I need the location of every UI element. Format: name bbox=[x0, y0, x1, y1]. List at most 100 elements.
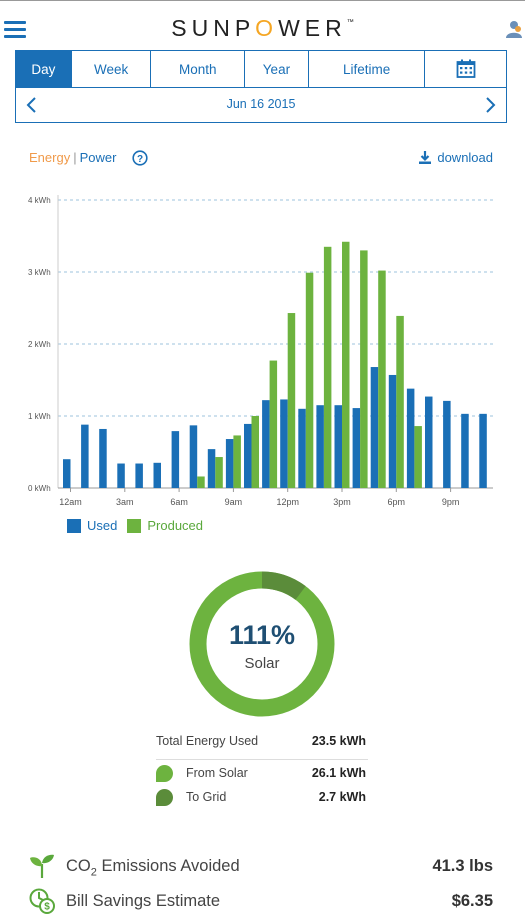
bar-used bbox=[461, 413, 469, 488]
y-tick-label: 0 kWh bbox=[28, 484, 51, 493]
y-tick-label: 2 kWh bbox=[28, 340, 51, 349]
calendar-icon bbox=[456, 59, 476, 78]
bar-produced bbox=[323, 246, 332, 488]
tab-calendar[interactable] bbox=[425, 51, 506, 87]
svg-text:?: ? bbox=[137, 154, 143, 165]
co2-stat: CO2 Emissions Avoided 41.3 lbs bbox=[29, 853, 495, 881]
tab-day[interactable]: Day bbox=[16, 51, 72, 87]
bar-produced bbox=[414, 426, 422, 488]
bar-used bbox=[280, 399, 288, 488]
x-tick-label: 12am bbox=[59, 497, 82, 507]
legend-produced-label: Produced bbox=[147, 518, 204, 533]
download-button[interactable]: download bbox=[419, 150, 493, 165]
svg-text:$: $ bbox=[44, 902, 50, 913]
summary-total-row: Total Energy Used 23.5 kWh bbox=[156, 730, 368, 760]
bar-produced bbox=[251, 416, 259, 488]
bar-used bbox=[81, 424, 89, 488]
leaf-icon-grid bbox=[156, 789, 173, 806]
bar-used bbox=[225, 439, 234, 488]
bar-used bbox=[189, 425, 198, 488]
bar-produced bbox=[342, 241, 350, 488]
x-tick-label: 12pm bbox=[276, 497, 299, 507]
donut-label: 111% Solar bbox=[188, 570, 336, 718]
bar-used bbox=[388, 374, 397, 488]
bill-savings-stat: $ Bill Savings Estimate $6.35 bbox=[29, 888, 495, 916]
bar-used bbox=[298, 408, 306, 488]
bar-used bbox=[352, 408, 361, 488]
bar-used bbox=[262, 400, 270, 488]
bar-produced bbox=[360, 250, 368, 488]
bar-used bbox=[316, 405, 324, 488]
bar-produced bbox=[378, 270, 386, 488]
bar-used bbox=[479, 413, 487, 488]
energy-option[interactable]: Energy bbox=[29, 150, 71, 165]
total-energy-label: Total Energy Used bbox=[156, 734, 259, 748]
x-tick-label: 3am bbox=[116, 497, 134, 507]
hamburger-icon[interactable] bbox=[4, 21, 26, 39]
leaf-icon-solar bbox=[156, 765, 173, 782]
y-tick-label: 1 kWh bbox=[28, 412, 51, 421]
x-tick-label: 9pm bbox=[442, 497, 460, 507]
legend-used: Used bbox=[67, 518, 117, 533]
savings-icon: $ bbox=[29, 888, 55, 914]
energy-summary: Total Energy Used 23.5 kWh From Solar 26… bbox=[156, 730, 368, 810]
bar-used bbox=[63, 459, 71, 488]
download-label: download bbox=[437, 150, 493, 165]
bar-produced bbox=[233, 435, 241, 488]
to-grid-value: 2.7 kWh bbox=[318, 790, 366, 804]
chevron-right-icon[interactable] bbox=[480, 95, 500, 115]
solar-donut bbox=[189, 571, 335, 717]
help-icon[interactable]: ? bbox=[132, 150, 148, 166]
bar-used bbox=[406, 388, 415, 488]
from-solar-label: From Solar bbox=[186, 766, 248, 780]
bill-savings-value: $6.35 bbox=[451, 892, 493, 910]
download-icon bbox=[419, 151, 432, 164]
y-tick-label: 4 kWh bbox=[28, 196, 51, 205]
bar-used bbox=[244, 423, 252, 488]
x-tick-label: 9am bbox=[225, 497, 243, 507]
solar-percent: 111% bbox=[228, 620, 296, 650]
legend-used-label: Used bbox=[87, 518, 118, 533]
summary-grid-row: To Grid 2.7 kWh bbox=[156, 786, 368, 810]
tab-month[interactable]: Month bbox=[151, 51, 246, 87]
to-grid-label: To Grid bbox=[186, 790, 227, 804]
power-option[interactable]: Power bbox=[79, 150, 117, 165]
x-tick-label: 6am bbox=[170, 497, 188, 507]
legend-produced: Produced bbox=[127, 518, 203, 533]
bill-savings-label: Bill Savings Estimate bbox=[66, 892, 221, 910]
summary-solar-row: From Solar 26.1 kWh bbox=[156, 762, 368, 786]
user-icon[interactable] bbox=[505, 19, 523, 39]
brand-logo: SUNPOWER™ bbox=[171, 15, 354, 41]
bar-produced bbox=[396, 315, 404, 488]
bar-produced bbox=[269, 360, 278, 488]
bar-used bbox=[99, 428, 107, 488]
tab-year[interactable]: Year bbox=[245, 51, 309, 87]
co2-label: CO2 Emissions Avoided bbox=[66, 857, 240, 879]
solar-label: Solar bbox=[244, 655, 280, 672]
current-date[interactable]: Jun 16 2015 bbox=[226, 97, 296, 111]
bar-used bbox=[207, 449, 216, 488]
chevron-left-icon[interactable] bbox=[22, 95, 42, 115]
period-tabs: Day Week Month Year Lifetime bbox=[15, 50, 507, 88]
y-tick-label: 3 kWh bbox=[28, 268, 51, 277]
tab-lifetime[interactable]: Lifetime bbox=[309, 51, 426, 87]
bar-used bbox=[135, 463, 143, 488]
bar-used bbox=[443, 400, 451, 488]
bar-used bbox=[370, 367, 379, 488]
x-tick-label: 3pm bbox=[333, 497, 351, 507]
bar-produced bbox=[215, 457, 223, 488]
from-solar-value: 26.1 kWh bbox=[311, 766, 366, 780]
bar-used bbox=[171, 431, 180, 488]
date-navigator: Jun 16 2015 bbox=[15, 87, 507, 123]
bar-used bbox=[425, 396, 433, 488]
bar-used bbox=[334, 405, 342, 488]
x-tick-label: 6pm bbox=[388, 497, 406, 507]
energy-power-toggle: Energy | Power bbox=[29, 150, 116, 165]
donut-grid-arc bbox=[189, 571, 335, 717]
sprout-icon bbox=[30, 854, 54, 878]
chart-legend: Used Produced bbox=[67, 518, 213, 533]
bar-used bbox=[117, 463, 125, 488]
energy-chart: 0 kWh 1 kWh 2 kWh 3 kWh 4 kWh 12am 3am 6am 9am 12… bbox=[28, 195, 493, 507]
tab-week[interactable]: Week bbox=[72, 51, 152, 87]
legend-produced-swatch bbox=[127, 518, 142, 533]
